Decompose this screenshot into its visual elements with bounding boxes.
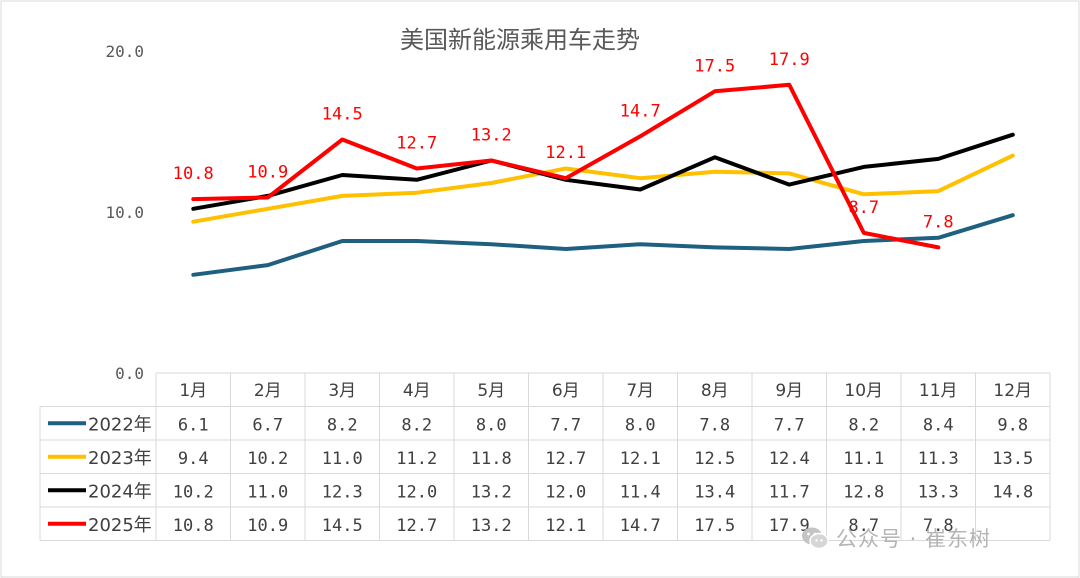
x-tick-label: 2月 [254,381,282,401]
table-cell: 7.8 [923,516,954,536]
table-cell: 10.2 [173,482,214,502]
table-cell: 11.0 [322,449,363,469]
legend-label: 2024年 [88,481,152,502]
table-cell: 17.9 [769,516,810,536]
table-cell: 13.3 [918,482,959,502]
table-cell: 11.3 [918,449,959,469]
data-label: 12.1 [545,143,586,163]
data-label: 17.9 [769,50,810,70]
x-tick-label: 9月 [775,381,803,401]
table-cell: 8.7 [848,516,879,536]
data-label: 10.8 [173,164,214,184]
table-cell: 8.0 [476,415,507,435]
table-cell: 14.7 [620,516,661,536]
x-tick-label: 1月 [179,381,207,401]
table-cell: 8.2 [848,415,879,435]
data-label: 13.2 [471,125,512,145]
data-label: 14.7 [620,101,661,121]
y-tick-label: 20.0 [105,42,144,61]
x-tick-label: 5月 [477,381,505,401]
wechat-icon [802,527,829,550]
table-cell: 12.0 [545,482,586,502]
table-cell: 14.8 [992,482,1033,502]
x-tick-label: 12月 [993,381,1032,401]
x-tick-label: 6月 [552,381,580,401]
data-label: 14.5 [322,105,363,125]
table-cell: 11.1 [843,449,884,469]
table-cell: 11.0 [247,482,288,502]
table-cell: 10.9 [247,516,288,536]
table-cell: 11.8 [471,449,512,469]
table-cell: 13.2 [471,482,512,502]
data-label: 17.5 [694,56,735,76]
table-cell: 7.8 [699,415,730,435]
table-cell: 6.1 [178,415,209,435]
table-cell: 8.4 [923,415,954,435]
table-cell: 12.5 [694,449,735,469]
y-tick-label: 0.0 [115,364,144,383]
table-cell: 9.4 [178,449,209,469]
table-cell: 11.2 [396,449,437,469]
table-cell: 12.1 [545,516,586,536]
x-tick-label: 7月 [626,381,654,401]
table-cell: 12.1 [620,449,661,469]
table-cell: 12.4 [769,449,810,469]
data-label: 7.8 [923,212,954,232]
y-tick-label: 10.0 [105,203,144,222]
table-cell: 7.7 [550,415,581,435]
table-cell: 12.0 [396,482,437,502]
table-cell: 10.2 [247,449,288,469]
table-cell: 17.5 [694,516,735,536]
table-cell: 6.7 [252,415,283,435]
table-cell: 8.2 [401,415,432,435]
x-tick-label: 3月 [328,381,356,401]
table-cell: 8.2 [327,415,358,435]
watermark-text: 公众号 · 崔东树 [836,527,992,551]
table-cell: 13.4 [694,482,735,502]
table-cell: 11.7 [769,482,810,502]
x-tick-label: 8月 [701,381,729,401]
data-label: 10.9 [247,163,288,183]
data-label: 12.7 [396,134,437,154]
chart-title: 美国新能源乘用车走势 [400,26,640,54]
series-line [191,82,941,250]
legend-label: 2022年 [88,414,152,435]
series-line [191,132,1015,211]
series-line [191,153,1015,224]
legend-label: 2025年 [88,515,152,536]
x-tick-label: 10月 [844,381,883,401]
x-tick-label: 11月 [919,381,958,401]
x-tick-label: 4月 [403,381,431,401]
table-cell: 13.5 [992,449,1033,469]
table-cell: 13.2 [471,516,512,536]
table-cell: 9.8 [997,415,1028,435]
table-cell: 14.5 [322,516,363,536]
series-line [191,213,1015,277]
table-cell: 11.4 [620,482,661,502]
table-cell: 7.7 [774,415,805,435]
legend-label: 2023年 [88,448,152,469]
table-cell: 10.8 [173,516,214,536]
table-cell: 12.7 [545,449,586,469]
table-cell: 12.7 [396,516,437,536]
table-cell: 12.3 [322,482,363,502]
watermark: 公众号 · 崔东树 [800,522,991,554]
table-cell: 8.0 [625,415,656,435]
data-label: 8.7 [848,198,879,218]
table-cell: 12.8 [843,482,884,502]
